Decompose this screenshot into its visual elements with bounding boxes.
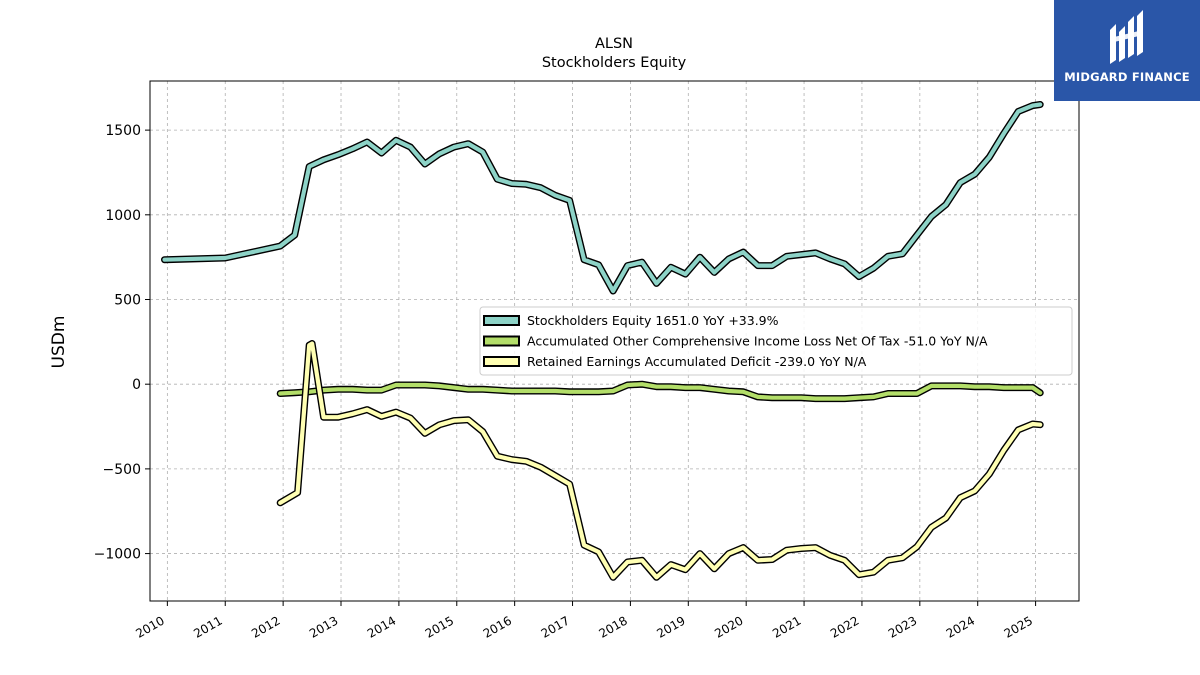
chart-subtitle: Stockholders Equity	[542, 55, 687, 71]
y-tick-label: 1500	[105, 123, 141, 139]
series-1-line	[278, 382, 1043, 401]
y-tick-label: −500	[103, 462, 141, 478]
x-tick-label: 2012	[249, 613, 282, 640]
brand-logo: MIDGARD FINANCE	[1054, 0, 1200, 101]
x-tick-label: 2025	[1002, 613, 1035, 640]
legend-swatch	[483, 335, 520, 347]
x-tick-label: 2024	[944, 613, 977, 640]
x-tick-label: 2021	[770, 613, 803, 640]
x-tick-label: 2020	[712, 613, 745, 640]
legend-swatch	[483, 315, 520, 326]
chart-title: ALSN	[595, 36, 633, 52]
legend-label: Accumulated Other Comprehensive Income L…	[527, 334, 988, 349]
y-axis-label: USDm	[49, 316, 69, 369]
x-tick-label: 2010	[133, 613, 166, 640]
series-2-outline	[276, 340, 1044, 581]
legend-label: Retained Earnings Accumulated Deficit -2…	[527, 354, 867, 369]
y-tick-label: 1000	[105, 208, 141, 224]
x-tick-label: 2019	[654, 613, 687, 640]
y-tick-label: −1000	[94, 547, 141, 563]
series-0-line	[162, 102, 1043, 294]
x-tick-label: 2016	[481, 613, 514, 640]
legend-swatch	[483, 356, 520, 367]
legend-box	[479, 306, 1073, 376]
x-tick-label: 2023	[886, 613, 919, 640]
x-tick-label: 2017	[539, 613, 572, 640]
brand-logo-text: MIDGARD FINANCE	[1064, 70, 1190, 84]
y-tick-label: 500	[114, 293, 141, 309]
series-0-outline	[161, 101, 1044, 295]
y-tick-label: 0	[132, 377, 141, 393]
x-tick-label: 2015	[423, 613, 456, 640]
series-lines	[161, 101, 1044, 581]
x-tick-label: 2022	[828, 613, 861, 640]
series-2-line	[278, 341, 1043, 580]
x-tick-label: 2011	[191, 613, 224, 640]
plot-frame	[149, 80, 1080, 602]
legend: Stockholders Equity 1651.0 YoY +33.9% Acc…	[479, 306, 1073, 376]
x-tick-label: 2018	[596, 613, 629, 640]
x-tick-label: 2014	[365, 613, 398, 640]
legend-label: Stockholders Equity 1651.0 YoY +33.9%	[527, 313, 779, 328]
midgard-logo-icon	[1110, 10, 1143, 64]
x-tick-label: 2013	[307, 613, 340, 640]
